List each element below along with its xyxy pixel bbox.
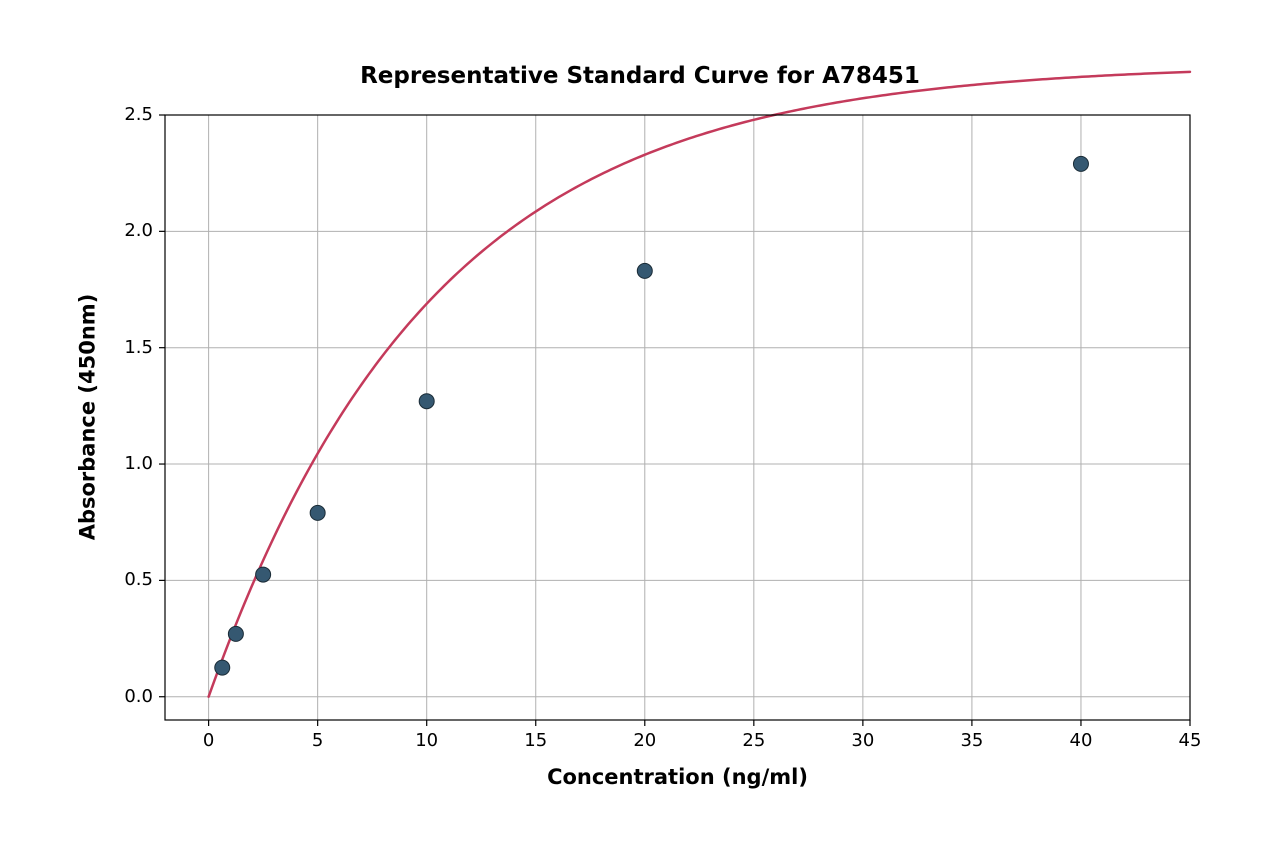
x-tick-label: 15 [506, 730, 566, 751]
chart-container: Representative Standard Curve for A78451… [0, 0, 1280, 845]
chart-title: Representative Standard Curve for A78451 [0, 63, 1280, 89]
chart-svg [0, 0, 1280, 845]
y-tick-label: 1.0 [124, 453, 153, 474]
y-tick-label: 2.5 [124, 104, 153, 125]
y-axis-label: Absorbance (450nm) [75, 115, 99, 720]
x-tick-label: 45 [1160, 730, 1220, 751]
x-tick-label: 25 [724, 730, 784, 751]
x-tick-label: 10 [397, 730, 457, 751]
x-tick-label: 0 [179, 730, 239, 751]
x-tick-label: 30 [833, 730, 893, 751]
x-tick-label: 5 [288, 730, 348, 751]
x-axis-label: Concentration (ng/ml) [165, 765, 1190, 789]
y-tick-label: 0.0 [124, 686, 153, 707]
y-tick-label: 0.5 [124, 569, 153, 590]
y-tick-label: 2.0 [124, 220, 153, 241]
y-tick-label: 1.5 [124, 337, 153, 358]
x-tick-label: 20 [615, 730, 675, 751]
x-tick-label: 35 [942, 730, 1002, 751]
x-tick-label: 40 [1051, 730, 1111, 751]
